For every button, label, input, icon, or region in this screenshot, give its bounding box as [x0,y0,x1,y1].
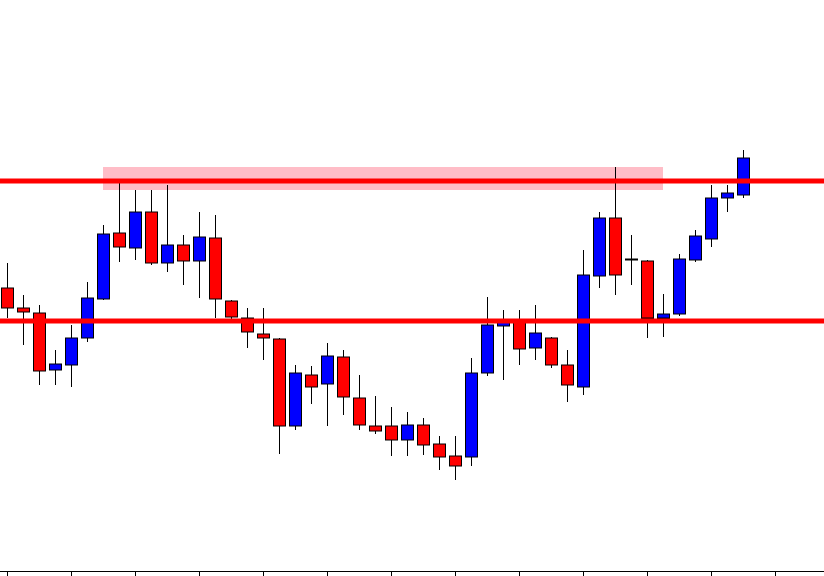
candle-body [1,287,14,309]
candle-body [593,217,606,277]
candle-body [369,425,382,432]
candle-body [673,258,686,315]
candle-body [417,424,430,446]
candle-body [305,374,318,388]
candle-body [465,372,478,458]
candle-body [321,355,334,385]
candle-body [209,237,222,300]
candle-body [193,236,206,262]
candle-body [609,217,622,276]
candle-body [177,244,190,262]
candle-body [721,192,734,199]
candle-body [97,233,110,300]
candle-body [161,244,174,264]
candle-body [385,425,398,441]
candle-body [641,260,654,319]
candle-body [289,372,302,427]
candle-body [433,443,446,458]
candle-body [545,337,558,366]
candle-body [481,324,494,374]
candle-body [33,312,46,372]
candle-body [513,322,526,350]
candle-body [225,300,238,318]
candle-body [689,235,702,261]
candle-body [577,274,590,388]
candle-body [65,337,78,366]
candle-body [561,364,574,386]
candle-body [49,363,62,371]
candle-body [337,356,350,398]
candle-body [273,338,286,427]
candle-body [449,455,462,467]
candle-body [401,424,414,441]
candle-body [113,232,126,248]
candle-body [657,313,670,319]
candle-body [17,307,30,313]
candle-body [353,397,366,426]
candle-body [705,197,718,240]
candle-body [737,157,750,196]
candle-body [81,297,94,339]
candle-body [129,211,142,249]
candle-body [257,333,270,339]
candle-body [529,332,542,349]
candle-body [145,211,158,264]
candle-body [625,258,638,261]
